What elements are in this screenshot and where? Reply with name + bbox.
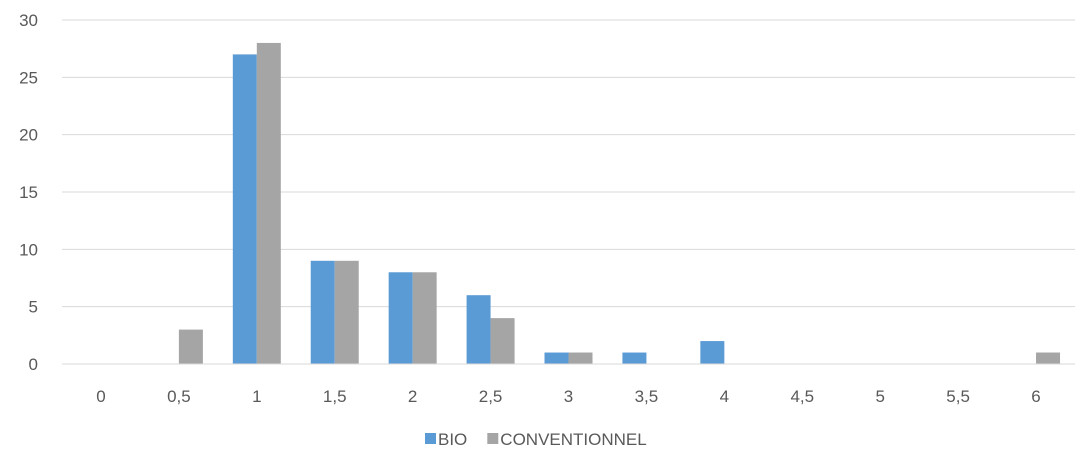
legend-label-conventionnel: CONVENTIONNEL [500, 430, 646, 449]
x-tick-label: 2,5 [479, 387, 503, 406]
x-tick-label: 4 [720, 387, 729, 406]
x-tick-label: 0,5 [167, 387, 191, 406]
x-tick-label: 5,5 [946, 387, 970, 406]
y-tick-label: 25 [19, 68, 38, 87]
x-tick-label: 6 [1031, 387, 1040, 406]
x-tick-label: 1,5 [323, 387, 347, 406]
bar-bio-2 [232, 54, 257, 365]
y-tick-label: 20 [19, 126, 38, 145]
bar-conventionnel-12 [1036, 352, 1061, 364]
y-tick-label: 5 [29, 298, 38, 317]
bar-bio-3 [310, 260, 335, 364]
bar-conventionnel-1 [178, 329, 203, 364]
gridlines [62, 19, 1075, 308]
legend-label-bio: BIO [438, 430, 467, 449]
bar-bio-7 [622, 352, 647, 364]
bar-bio-4 [388, 272, 413, 364]
bar-conventionnel-4 [412, 272, 437, 364]
x-tick-label: 1 [252, 387, 261, 406]
y-tick-label: 10 [19, 240, 38, 259]
bar-conventionnel-6 [568, 352, 593, 364]
bar-bio-6 [544, 352, 569, 364]
bar-conventionnel-5 [490, 318, 515, 364]
y-tick-label: 15 [19, 183, 38, 202]
legend-swatch-conventionnel [487, 433, 499, 444]
x-tick-label: 3,5 [635, 387, 659, 406]
bar-conventionnel-2 [256, 42, 281, 364]
y-tick-label: 30 [19, 11, 38, 30]
x-tick-label: 3 [564, 387, 573, 406]
x-axis-ticks: 0 0,5 1 1,5 2 2,5 3 3,5 4 4,5 5 5,5 6 [96, 387, 1041, 406]
y-tick-label: 0 [29, 355, 38, 374]
bar-bio-5 [466, 295, 491, 364]
bar-conventionnel-3 [334, 260, 359, 364]
bar-bio-8 [700, 341, 725, 364]
x-tick-label: 2 [408, 387, 417, 406]
x-tick-label: 0 [96, 387, 105, 406]
y-axis-ticks: 0 5 10 15 20 25 30 [19, 11, 38, 374]
legend: BIO CONVENTIONNEL [425, 430, 647, 449]
bars [178, 42, 1061, 365]
x-tick-label: 5 [875, 387, 884, 406]
x-tick-label: 4,5 [790, 387, 814, 406]
legend-swatch-bio [425, 433, 436, 444]
